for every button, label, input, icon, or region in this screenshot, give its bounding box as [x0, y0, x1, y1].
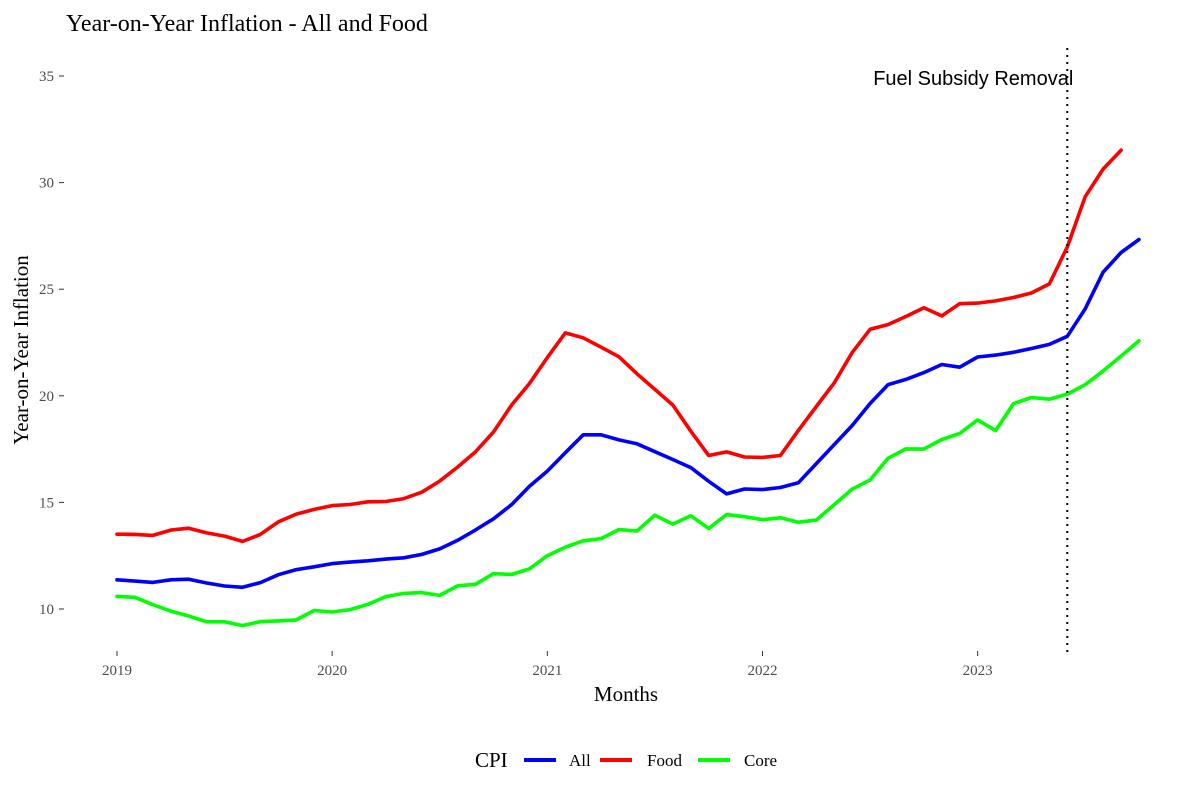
- y-axis-ticks: 10 15 20 25 30 35: [39, 69, 64, 618]
- chart-title: Year-on-Year Inflation - All and Food: [66, 11, 428, 37]
- x-tick-label: 2020: [317, 663, 347, 679]
- y-tick-label: 10: [39, 602, 54, 618]
- fuel-subsidy-removal-label: Fuel Subsidy Removal: [873, 68, 1073, 90]
- y-tick-label: 35: [39, 69, 54, 85]
- x-tick-label: 2021: [532, 663, 562, 679]
- legend-label-food: Food: [647, 751, 682, 770]
- series-line-food: [115, 148, 1123, 544]
- x-axis-label: Months: [594, 682, 658, 706]
- legend-label-core: Core: [744, 751, 777, 770]
- legend-title: CPI: [475, 748, 508, 772]
- x-axis-ticks: 2019 2020 2021 2022 2023: [102, 651, 993, 679]
- legend-label-all: All: [569, 751, 591, 770]
- y-tick-label: 25: [39, 282, 54, 298]
- x-tick-label: 2022: [747, 663, 777, 679]
- y-axis-label: Year-on-Year Inflation: [9, 255, 33, 445]
- y-tick-label: 20: [39, 389, 54, 405]
- legend: CPI All Food Core: [475, 748, 777, 772]
- series-line-all: [115, 237, 1141, 590]
- series-layer: [115, 148, 1141, 628]
- series-line-core: [115, 338, 1141, 628]
- y-tick-label: 30: [39, 176, 54, 192]
- x-tick-label: 2023: [963, 663, 993, 679]
- x-tick-label: 2019: [102, 663, 132, 679]
- y-tick-label: 15: [39, 495, 54, 511]
